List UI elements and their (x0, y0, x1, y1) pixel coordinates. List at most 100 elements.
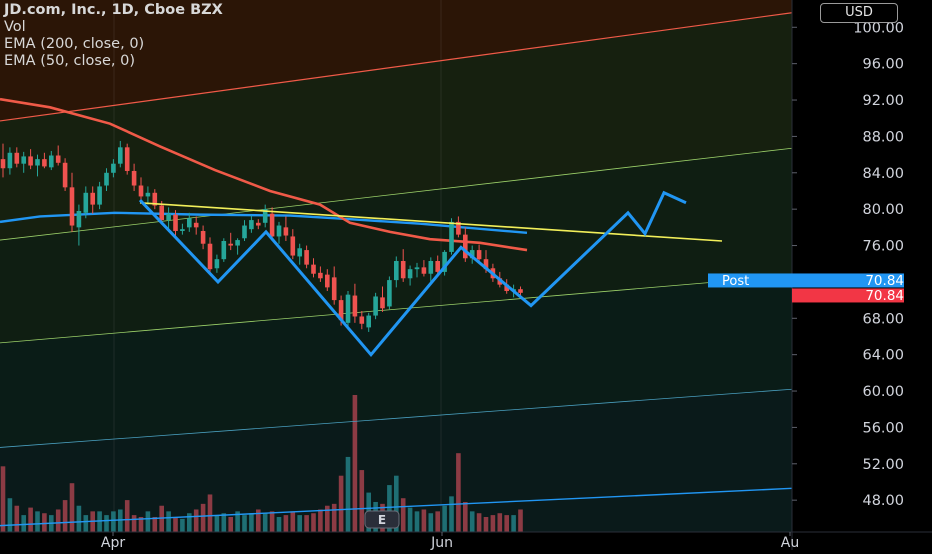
candle[interactable] (476, 244, 482, 262)
candle[interactable] (442, 250, 447, 276)
candle-body (394, 260, 399, 281)
candle[interactable] (0, 143, 6, 178)
candle[interactable] (200, 225, 206, 250)
candle[interactable] (469, 245, 475, 264)
candle[interactable] (145, 186, 151, 205)
candle[interactable] (318, 266, 323, 282)
candle[interactable] (35, 154, 40, 177)
candle-body (518, 289, 523, 293)
volume-bar (304, 515, 309, 532)
candle[interactable] (49, 150, 54, 171)
channel-mid-upper-line[interactable] (0, 147, 792, 241)
candle[interactable] (55, 145, 61, 166)
candle[interactable] (449, 218, 454, 255)
candle-body (311, 264, 316, 274)
candle[interactable] (414, 262, 420, 278)
candle[interactable] (400, 249, 406, 282)
last-price-badge[interactable]: 70.84 (792, 288, 904, 304)
candle[interactable] (166, 207, 171, 232)
legend-ema-200[interactable]: EMA (200, close, 0) (4, 36, 145, 52)
candle[interactable] (428, 257, 434, 282)
candle[interactable] (283, 216, 289, 241)
candle[interactable] (83, 186, 89, 219)
candle[interactable] (193, 216, 199, 235)
candle[interactable] (214, 254, 220, 273)
candle[interactable] (90, 186, 95, 214)
candle[interactable] (97, 181, 102, 210)
candle[interactable] (269, 207, 275, 241)
candle[interactable] (104, 168, 109, 191)
candle[interactable] (373, 292, 378, 320)
candle[interactable] (249, 215, 254, 233)
candle[interactable] (76, 204, 82, 246)
candle[interactable] (359, 311, 365, 330)
ema-50-line[interactable] (0, 97, 528, 252)
candle-body (345, 294, 351, 323)
candle[interactable] (180, 223, 185, 235)
time-tick-label: Jun (430, 535, 453, 550)
channel-lower-line[interactable] (0, 388, 792, 448)
candle[interactable] (173, 210, 178, 237)
candle[interactable] (435, 255, 440, 275)
candle[interactable] (345, 291, 351, 330)
candle[interactable] (242, 220, 247, 241)
candle[interactable] (304, 245, 309, 269)
candle[interactable] (407, 265, 413, 286)
candle[interactable] (7, 147, 13, 175)
candle[interactable] (221, 238, 227, 262)
candle[interactable] (42, 152, 47, 169)
candle[interactable] (276, 221, 282, 244)
candle[interactable] (124, 143, 130, 175)
candle[interactable] (21, 151, 26, 173)
candle[interactable] (311, 258, 316, 278)
candle[interactable] (331, 266, 337, 305)
candle[interactable] (118, 140, 123, 168)
candle[interactable] (111, 159, 116, 178)
post-market-badge[interactable]: Post 70.84 (708, 273, 904, 289)
candle[interactable] (69, 172, 75, 232)
candle[interactable] (463, 227, 468, 262)
candle[interactable] (228, 232, 233, 251)
channel-upper-line[interactable] (0, 12, 792, 122)
candle[interactable] (187, 212, 192, 232)
candle[interactable] (138, 177, 144, 201)
candle[interactable] (421, 260, 427, 277)
candle[interactable] (387, 276, 392, 310)
time-axis-panel[interactable] (0, 532, 932, 550)
candle[interactable] (366, 312, 371, 332)
volume-bar (228, 516, 233, 532)
candle[interactable] (456, 216, 461, 238)
last-price-value: 70.84 (865, 288, 904, 304)
candle[interactable] (207, 237, 213, 273)
earnings-marker[interactable]: E (364, 510, 400, 529)
price-tick-label: 64.00 (862, 348, 904, 364)
candle[interactable] (14, 147, 20, 168)
currency-button[interactable]: USD (820, 3, 898, 23)
candle-body (180, 229, 185, 231)
candle[interactable] (28, 149, 33, 170)
ema-200-line[interactable] (0, 211, 528, 235)
candle[interactable] (297, 243, 302, 265)
candle[interactable] (394, 256, 399, 288)
candle-body (325, 274, 330, 288)
candle[interactable] (290, 229, 296, 260)
candle[interactable] (352, 283, 358, 323)
neckline-trendline[interactable] (139, 201, 723, 242)
candle[interactable] (131, 163, 137, 191)
candle[interactable] (380, 286, 385, 312)
candle[interactable] (62, 158, 68, 191)
channel-bottom-line[interactable] (0, 487, 792, 527)
candle[interactable] (325, 269, 330, 292)
candle[interactable] (152, 189, 158, 210)
legend-volume[interactable]: Vol (4, 19, 26, 35)
candle[interactable] (235, 238, 240, 255)
candle-body (366, 315, 371, 328)
candle[interactable] (256, 219, 261, 230)
inverse-head-shoulders-projection[interactable] (138, 190, 687, 357)
volume-bar (180, 518, 185, 532)
channel-mid-lower-line[interactable] (0, 275, 792, 344)
candle[interactable] (262, 204, 268, 228)
legend-ema-50[interactable]: EMA (50, close, 0) (4, 53, 135, 69)
